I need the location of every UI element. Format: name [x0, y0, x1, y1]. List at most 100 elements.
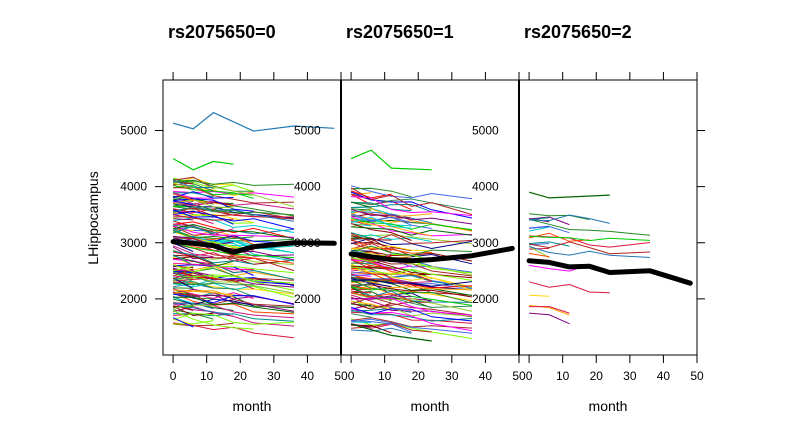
inner-ytick-label: 5000	[294, 124, 321, 138]
panel-1: rs2075650=0 0 10 20 30 40 50 month	[162, 22, 348, 414]
subject-line	[172, 310, 254, 330]
panel-title: rs2075650=0	[168, 22, 276, 42]
subject-line	[350, 309, 473, 322]
panel-2: rs2075650=1 2000 3000 4000 5000 0 10 20 30 40 50 mo…	[294, 22, 526, 414]
subject-line	[350, 239, 372, 246]
inner-ytick-label: 5000	[472, 124, 499, 138]
subject-line	[529, 247, 550, 250]
subject-line	[173, 198, 254, 212]
subject-line	[351, 281, 473, 291]
x-axis-label: month	[233, 398, 272, 414]
subject-line	[173, 235, 234, 246]
subject-line	[173, 221, 295, 240]
subject-line	[172, 225, 295, 238]
x-tick-label: 40	[657, 369, 671, 383]
subject-lines	[528, 191, 651, 325]
subject-line	[172, 271, 194, 283]
subject-line	[173, 289, 234, 298]
x-axis-label: month	[589, 398, 628, 414]
subject-line	[173, 322, 234, 327]
subject-line	[350, 294, 392, 309]
subject-line	[173, 217, 295, 233]
subject-line	[351, 235, 392, 241]
subject-line	[351, 313, 372, 318]
x-axis-label: month	[411, 398, 450, 414]
subject-line	[172, 206, 254, 217]
subject-line	[350, 267, 473, 291]
subject-line	[351, 274, 412, 288]
subject-line	[351, 295, 412, 300]
subject-line	[173, 320, 214, 325]
subject-line	[350, 149, 432, 171]
subject-line	[350, 279, 473, 304]
subject-lines	[172, 111, 335, 339]
y-tick-label: 5000	[120, 124, 147, 138]
subject-line	[172, 241, 295, 259]
subject-line	[172, 263, 295, 280]
subject-line	[351, 203, 432, 213]
subject-line	[529, 294, 550, 297]
inner-ytick-label: 2000	[472, 292, 499, 306]
subject-line	[350, 245, 473, 256]
x-tick-label: 20	[412, 369, 426, 383]
subject-line	[529, 214, 610, 224]
subject-line	[173, 251, 254, 262]
subject-line	[529, 226, 550, 232]
x-tick-label: 20	[234, 369, 248, 383]
subject-line	[529, 306, 570, 314]
subject-line	[173, 192, 214, 198]
subject-line	[351, 322, 432, 333]
subject-line	[350, 208, 432, 217]
subject-line	[351, 327, 412, 334]
x-tick-label: 30	[623, 369, 637, 383]
mean-line	[170, 239, 337, 255]
subject-line	[172, 209, 295, 230]
subject-line	[173, 293, 295, 307]
subject-line	[172, 317, 194, 328]
subject-line	[351, 317, 473, 329]
subject-line	[351, 320, 412, 333]
subject-line	[173, 200, 194, 205]
subject-line	[172, 296, 254, 307]
y-tick-label: 4000	[120, 180, 147, 194]
subject-line	[350, 237, 473, 250]
subject-line	[528, 191, 610, 199]
subject-line	[173, 304, 214, 309]
subject-line	[173, 296, 295, 313]
subject-line	[173, 176, 214, 189]
subject-line	[172, 193, 194, 201]
subject-line	[172, 223, 295, 239]
subject-line	[528, 246, 651, 258]
subject-line	[529, 225, 570, 234]
subject-line	[351, 321, 372, 324]
subject-line	[173, 218, 194, 221]
subject-lines	[350, 149, 473, 342]
x-tick-label: 0	[170, 369, 177, 383]
x-tick-label: 40	[479, 369, 493, 383]
subject-line	[172, 297, 194, 304]
y-axis-label: LHippocampus	[85, 171, 101, 264]
subject-line	[350, 233, 473, 244]
subject-line	[350, 300, 473, 317]
subject-line	[173, 254, 214, 265]
subject-line	[172, 264, 295, 274]
subject-line	[173, 202, 214, 207]
subject-line	[173, 274, 295, 284]
subject-line	[172, 246, 214, 260]
subject-line	[173, 280, 254, 298]
x-tick-label: 20	[590, 369, 604, 383]
subject-line	[173, 250, 254, 265]
subject-line	[529, 217, 550, 221]
subject-line	[351, 286, 473, 306]
panel-title: rs2075650=1	[346, 22, 454, 42]
subject-line	[173, 262, 254, 271]
subject-line	[351, 292, 412, 302]
subject-line	[172, 178, 214, 192]
subject-line	[350, 221, 372, 228]
subject-line	[173, 271, 295, 291]
x-tick-label: 10	[556, 369, 570, 383]
subject-line	[350, 323, 432, 342]
subject-line	[529, 241, 651, 255]
subject-line	[172, 305, 194, 311]
subject-line	[350, 306, 473, 322]
